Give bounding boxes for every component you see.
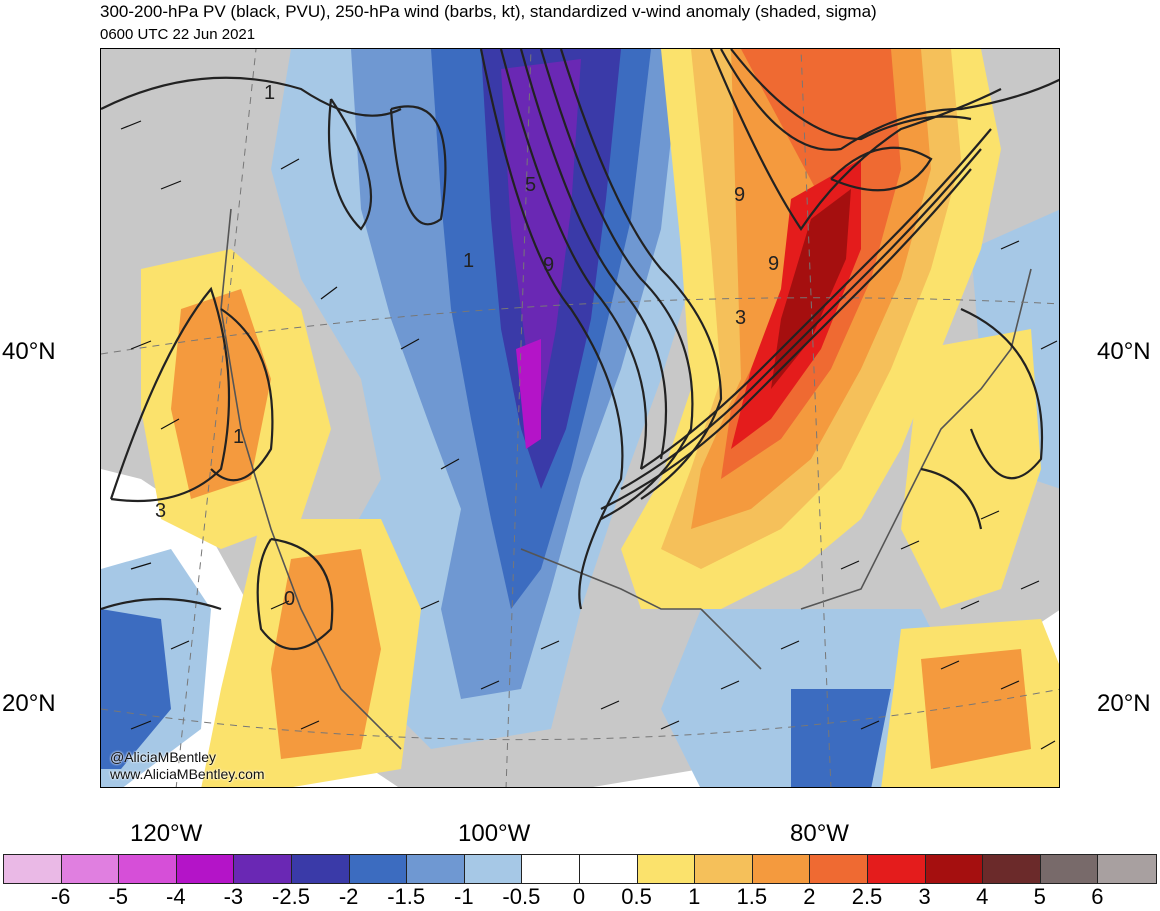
contour-label: 9 — [543, 254, 554, 276]
colorbar-tick-label: 6 — [1091, 884, 1104, 909]
colorbar-tick-label: 2 — [803, 884, 816, 909]
contour-label-group: 1 5 9 1 9 1 3 0 9 3 — [155, 82, 779, 610]
colorbar-tick-label: 1.5 — [736, 884, 768, 909]
colorbar-box — [234, 855, 292, 883]
colorbar-tick-label: 0.5 — [621, 884, 652, 909]
colorbar — [3, 854, 1157, 884]
lon-label-100w: 100°W — [458, 820, 531, 847]
colorbar-box — [176, 855, 235, 883]
lat-label-40n-right: 40°N — [1097, 338, 1151, 365]
contour-label: 0 — [284, 588, 295, 610]
contour-label: 1 — [264, 82, 275, 104]
colorbar-box — [810, 855, 868, 883]
contour-label: 9 — [768, 253, 779, 275]
colorbar-box — [867, 855, 926, 883]
colorbar-box — [752, 855, 811, 883]
colorbar-tick-label: 1 — [688, 884, 701, 909]
colorbar-tick-label: -5 — [108, 884, 128, 909]
colorbar-tick-label: -6 — [50, 884, 71, 909]
colorbar-tick-label: -1 — [454, 884, 474, 909]
colorbar-box — [119, 855, 177, 883]
lat-label-20n-right: 20°N — [1097, 690, 1151, 717]
lon-label-80w: 80°W — [790, 820, 849, 847]
colorbar-tick-label: 2.5 — [851, 884, 883, 909]
map-canvas: 1 5 9 1 9 1 3 0 9 3 — [101, 49, 1059, 787]
colorbar-tick-label: 5 — [1033, 884, 1046, 909]
credit-website: www.AliciaMBentley.com — [110, 766, 265, 782]
colorbar-box — [464, 855, 523, 883]
lat-label-20n-left: 20°N — [2, 690, 56, 717]
colorbar-box — [695, 855, 753, 883]
anomaly-pos-3-sw — [271, 549, 381, 759]
contour-label: 1 — [463, 250, 474, 272]
anomaly-neg-6 — [516, 339, 541, 449]
colorbar-box — [637, 855, 696, 883]
weather-map: 1 5 9 1 9 1 3 0 9 3 — [100, 48, 1060, 788]
colorbar-box — [291, 855, 350, 883]
colorbar-tick-label: -2 — [338, 884, 359, 909]
colorbar-box — [579, 855, 638, 883]
colorbar-box — [983, 855, 1041, 883]
anomaly-neg-5 — [501, 59, 581, 409]
colorbar-tick-label: 4 — [976, 884, 989, 909]
contour-label: 3 — [735, 307, 746, 329]
colorbar-tick-label: 0 — [572, 884, 586, 909]
colorbar-box — [925, 855, 984, 883]
anomaly-pos-3-car — [921, 649, 1031, 769]
contour-label: 9 — [734, 184, 745, 206]
wind-barbs — [120, 120, 1058, 750]
credit-handle: @AliciaMBentley — [110, 749, 217, 765]
colorbar-box — [349, 855, 408, 883]
lon-label-120w: 120°W — [130, 820, 203, 847]
colorbar-tick-label: -3 — [223, 884, 244, 909]
colorbar-box — [4, 855, 62, 883]
colorbar-tick-label: -1.5 — [387, 884, 426, 909]
anomaly-pos-1-atl — [901, 329, 1041, 609]
colorbar-box — [1098, 855, 1156, 883]
colorbar-box — [407, 855, 465, 883]
colorbar-tick-label: 3 — [918, 884, 931, 909]
colorbar-box — [522, 855, 580, 883]
colorbar-box — [1040, 855, 1099, 883]
map-subtitle: 0600 UTC 22 Jun 2021 — [100, 26, 256, 43]
colorbar-tick-label: -2.5 — [272, 884, 310, 909]
map-title: 300-200-hPa PV (black, PVU), 250-hPa win… — [100, 2, 877, 21]
colorbar-box — [61, 855, 120, 883]
contour-label: 3 — [155, 500, 166, 522]
lat-label-40n-left: 40°N — [2, 338, 56, 365]
contour-label: 1 — [233, 426, 244, 448]
pv-contours — [101, 49, 1059, 651]
colorbar-tick-label: -0.5 — [502, 884, 541, 909]
colorbar-tick-label: -4 — [166, 884, 186, 909]
anomaly-neg-3-sw — [101, 609, 171, 769]
anomaly-neg-3-se — [791, 689, 891, 787]
contour-label: 5 — [525, 174, 536, 196]
